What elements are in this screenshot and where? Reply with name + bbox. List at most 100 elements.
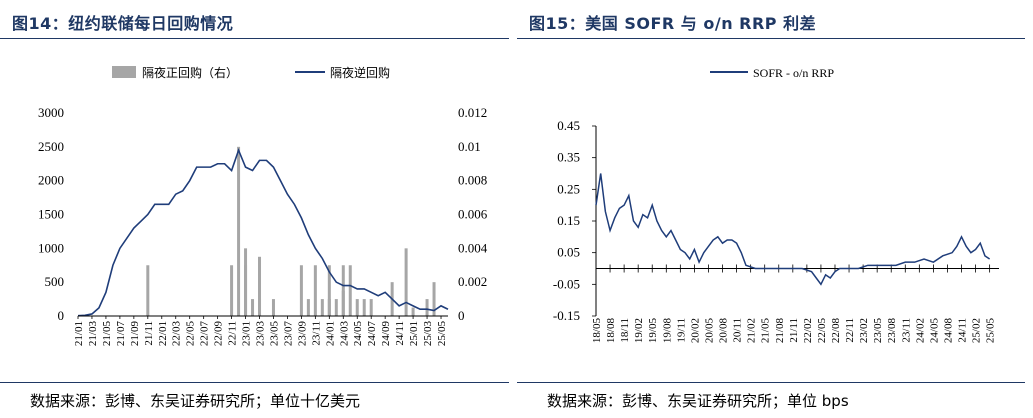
x-tick-label: 23/08 bbox=[886, 318, 898, 344]
x-tick-label: 22/05 bbox=[185, 321, 197, 347]
bar-overnight-repo bbox=[432, 282, 436, 316]
bar-overnight-repo bbox=[369, 299, 373, 316]
y-left-tick-label: 1500 bbox=[38, 207, 64, 222]
x-tick-label: 19/11 bbox=[675, 318, 687, 343]
legend-label-line: SOFR - o/n RRP bbox=[753, 66, 834, 80]
chart-title-fig14: 图14：纽约联储每日回购情况 bbox=[12, 14, 234, 33]
bar-overnight-repo bbox=[258, 256, 262, 316]
y-tick-label: 0.25 bbox=[557, 181, 580, 196]
bar-overnight-repo bbox=[334, 299, 338, 316]
y-left-tick-label: 3000 bbox=[38, 105, 64, 120]
x-tick-label: 20/05 bbox=[703, 318, 715, 344]
y-tick-label: 0.35 bbox=[557, 150, 580, 165]
bar-overnight-repo bbox=[237, 146, 241, 316]
legend-swatch-bar bbox=[112, 66, 136, 78]
y-tick-label: 0.05 bbox=[557, 245, 580, 260]
bar-overnight-repo bbox=[244, 265, 248, 316]
x-tick-label: 23/05 bbox=[268, 321, 280, 347]
x-tick-label: 19/02 bbox=[633, 318, 645, 343]
x-tick-label: 21/11 bbox=[788, 318, 800, 343]
bar-overnight-repo bbox=[327, 265, 331, 316]
x-tick-label: 22/02 bbox=[802, 318, 814, 343]
x-tick-label: 21/11 bbox=[143, 321, 155, 346]
line-overnight-reverse-repo bbox=[77, 147, 449, 317]
y-right-tick-label: 0.01 bbox=[458, 139, 481, 154]
bar-overnight-repo bbox=[341, 290, 345, 316]
bar-overnight-repo bbox=[271, 299, 275, 316]
y-tick-label: -0.05 bbox=[553, 276, 580, 291]
x-tick-label: 25/05 bbox=[436, 321, 448, 347]
x-tick-label: 19/05 bbox=[647, 318, 659, 344]
x-tick-label: 23/02 bbox=[858, 318, 870, 343]
x-tick-label: 21/02 bbox=[746, 318, 758, 343]
x-tick-label: 24/01 bbox=[324, 321, 336, 346]
x-tick-label: 21/08 bbox=[774, 318, 786, 344]
x-tick-label: 19/08 bbox=[661, 318, 673, 344]
y-left-tick-label: 1000 bbox=[38, 240, 64, 255]
y-right-tick-label: 0.006 bbox=[458, 207, 488, 222]
repo-chart: 隔夜正回购（右） 隔夜逆回购 0 500 1000 1500 2000 2500 3000 0 0.… bbox=[38, 65, 488, 347]
y-right-tick-label: 0.008 bbox=[458, 173, 487, 188]
x-tick-label: 23/09 bbox=[296, 321, 308, 347]
x-tick-label: 22/11 bbox=[844, 318, 856, 343]
bar-overnight-repo bbox=[320, 299, 324, 316]
title-rule bbox=[517, 38, 1025, 39]
x-tick-label: 18/08 bbox=[605, 318, 617, 344]
bar-overnight-repo bbox=[348, 265, 352, 316]
sofr-spread-chart: SOFR - o/n RRP 0.45 0.35 0.25 0.15 0.05 -0.05 -… bbox=[553, 66, 999, 344]
source-note: 数据来源：彭博、东吴证券研究所；单位 bps bbox=[547, 392, 849, 410]
x-tick-label: 21/07 bbox=[115, 321, 127, 347]
y-left-tick-label: 0 bbox=[58, 308, 65, 323]
x-tick-label: 24/08 bbox=[942, 318, 954, 344]
x-tick-label: 18/11 bbox=[619, 318, 631, 343]
x-tick-label: 24/05 bbox=[352, 321, 364, 347]
x-tick-label: 23/11 bbox=[900, 318, 912, 343]
x-tick-label: 23/01 bbox=[241, 321, 253, 346]
x-tick-label: 24/11 bbox=[957, 318, 969, 343]
title-rule bbox=[0, 38, 509, 39]
x-tick-label: 25/03 bbox=[422, 321, 434, 347]
panel-fed-repo: 图14：纽约联储每日回购情况 隔夜正回购（右） 隔夜逆回购 0 500 1000 1500… bbox=[0, 14, 509, 410]
x-tick-label: 23/05 bbox=[872, 318, 884, 344]
legend-label-line: 隔夜逆回购 bbox=[330, 65, 390, 80]
x-tick-label: 20/08 bbox=[718, 318, 730, 344]
bar-overnight-repo bbox=[425, 299, 429, 316]
bar-overnight-repo bbox=[404, 248, 408, 316]
bar-overnight-repo bbox=[251, 299, 255, 316]
line-sofr-rrp-spread bbox=[595, 173, 991, 286]
bar-overnight-repo bbox=[362, 299, 366, 316]
x-tick-label: 23/11 bbox=[310, 321, 322, 346]
bar-overnight-repo bbox=[230, 265, 234, 316]
x-tick-label: 20/11 bbox=[732, 318, 744, 343]
bar-overnight-repo bbox=[355, 299, 359, 316]
x-tick-label: 25/02 bbox=[971, 318, 983, 343]
y-tick-label: 0.45 bbox=[557, 118, 580, 133]
x-tick-label: 21/09 bbox=[129, 321, 141, 347]
x-tick-label: 24/09 bbox=[380, 321, 392, 347]
x-tick-label: 21/01 bbox=[73, 321, 85, 346]
x-tick-label: 24/05 bbox=[928, 318, 940, 344]
x-tick-label: 23/07 bbox=[282, 321, 294, 347]
y-right-tick-label: 0.002 bbox=[458, 274, 487, 289]
x-tick-label: 22/05 bbox=[816, 318, 828, 344]
y-left-tick-label: 2000 bbox=[38, 173, 64, 188]
source-rule bbox=[0, 382, 509, 383]
x-tick-label: 21/05 bbox=[101, 321, 113, 347]
x-tick-label: 21/05 bbox=[760, 318, 772, 344]
x-tick-label: 22/11 bbox=[227, 321, 239, 346]
x-tick-label: 24/07 bbox=[366, 321, 378, 347]
legend-label-bar: 隔夜正回购（右） bbox=[142, 65, 238, 80]
x-tick-label: 24/11 bbox=[394, 321, 406, 346]
y-tick-label: -0.15 bbox=[553, 308, 580, 323]
y-left-tick-label: 500 bbox=[45, 274, 65, 289]
x-tick-label: 20/02 bbox=[689, 318, 701, 343]
y-right-tick-label: 0.012 bbox=[458, 105, 487, 120]
source-rule bbox=[517, 382, 1025, 383]
x-tick-label: 22/07 bbox=[199, 321, 211, 347]
chart-title-fig15: 图15：美国 SOFR 与 o/n RRP 利差 bbox=[529, 14, 817, 33]
x-tick-label: 24/03 bbox=[338, 321, 350, 347]
x-tick-label: 24/02 bbox=[914, 318, 926, 343]
y-left-tick-label: 2500 bbox=[38, 139, 64, 154]
y-right-tick-label: 0 bbox=[458, 308, 465, 323]
x-tick-label: 21/03 bbox=[87, 321, 99, 347]
